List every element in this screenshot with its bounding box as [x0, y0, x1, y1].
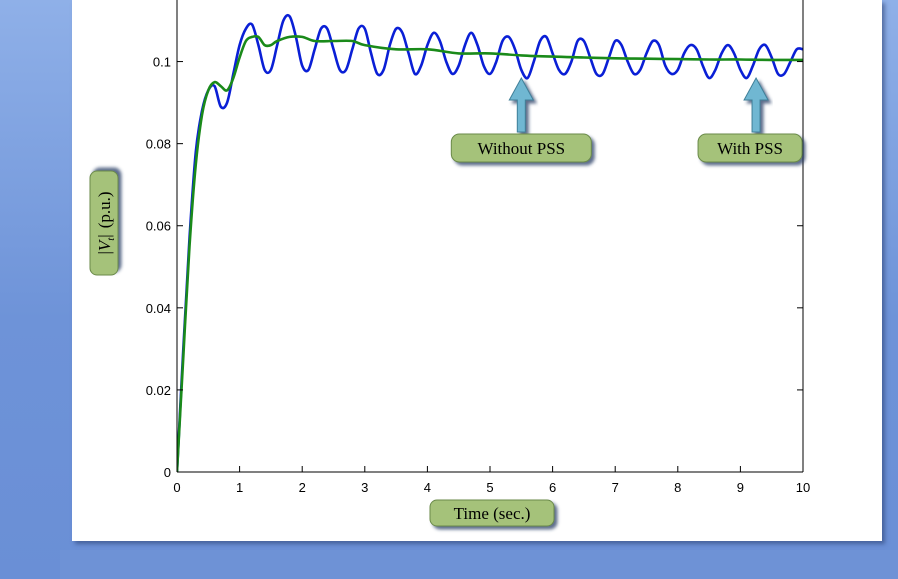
- annotation-arrow: [743, 76, 769, 133]
- y-axis-label-sub: t: [105, 237, 117, 241]
- slide-bottom-band: [60, 550, 898, 579]
- y-axis-label-bar-open: |: [95, 251, 114, 254]
- annotation-with-pss: With PSS: [697, 76, 803, 163]
- plot-background: [177, 0, 803, 472]
- annotation-without-pss: Without PSS: [450, 76, 592, 163]
- y-axis-label-bar-close: |: [95, 234, 114, 237]
- x-tick-label: 2: [299, 480, 306, 495]
- annotation-label: Without PSS: [477, 139, 565, 158]
- y-axis-label-var: V: [95, 238, 114, 251]
- x-tick-label: 9: [737, 480, 744, 495]
- x-tick-label: 1: [236, 480, 243, 495]
- y-tick-label: 0.04: [146, 301, 171, 316]
- annotation-layer: Without PSS With PSS: [450, 76, 803, 163]
- x-tick-label: 0: [173, 480, 180, 495]
- axes-layer: 0 1 2 3 4 5 6 7 8 9 10 0 0.02 0.04 0.06 0.08 0.1: [146, 0, 810, 495]
- y-axis-label-box: [89, 170, 119, 276]
- series-line-without-pss: [177, 13, 803, 472]
- annotation-arrow: [508, 76, 535, 133]
- x-tick-label: 8: [674, 480, 681, 495]
- x-tick-label: 10: [796, 480, 810, 495]
- x-axis-label-callout: Time (sec.): [429, 499, 555, 527]
- x-tick-label: 7: [612, 480, 619, 495]
- annotation-box: [450, 133, 592, 163]
- series-layer: [177, 13, 803, 472]
- x-axis-label-box: [429, 499, 555, 527]
- annotation-box: [697, 133, 803, 163]
- y-axis-label-unit: (p.u.): [95, 191, 114, 228]
- x-tick-label: 6: [549, 480, 556, 495]
- annotation-label: With PSS: [717, 139, 783, 158]
- x-tick-label: 4: [424, 480, 431, 495]
- y-tick-label: 0.06: [146, 219, 171, 234]
- x-tick-label: 5: [486, 480, 493, 495]
- plot-area: [177, 0, 803, 472]
- y-tick-label: 0.02: [146, 383, 171, 398]
- y-axis-label-callout: |Vt|(p.u.): [89, 170, 119, 276]
- y-tick-label: 0.1: [153, 55, 171, 70]
- x-tick-label: 3: [361, 480, 368, 495]
- y-axis-label: |Vt|(p.u.): [95, 191, 117, 254]
- x-axis-label: Time (sec.): [454, 504, 531, 523]
- y-tick-label: 0: [164, 465, 171, 480]
- y-tick-label: 0.08: [146, 137, 171, 152]
- series-line-with-pss: [177, 34, 803, 472]
